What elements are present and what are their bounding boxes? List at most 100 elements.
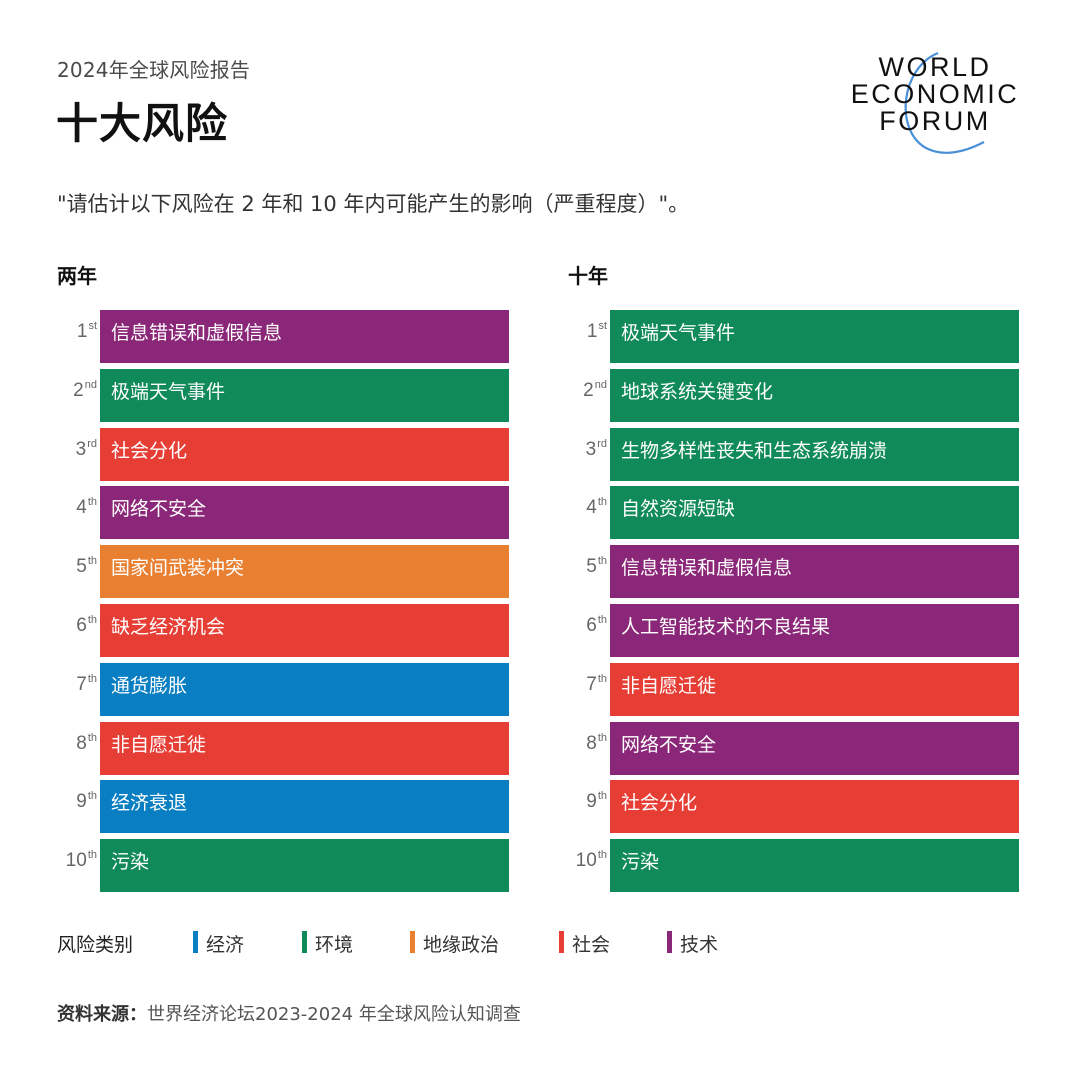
risk-bar: 地球系统关键变化 (610, 368, 1019, 422)
survey-question: "请估计以下风险在 2 年和 10 年内可能产生的影响（严重程度）"。 (57, 192, 690, 216)
risk-label: 国家间武装冲突 (111, 557, 245, 580)
legend-label: 环境 (315, 934, 354, 956)
legend-label: 经济 (206, 934, 245, 956)
rank-value: 7 (76, 673, 87, 695)
risk-bar: 通货膨胀 (100, 662, 509, 716)
rank-value: 1 (76, 321, 88, 342)
rank-value: 6 (586, 615, 597, 636)
rank-suffix: th (597, 731, 607, 744)
rank-value: 8 (76, 732, 87, 754)
column-title-ten-year: 十年 (568, 264, 608, 288)
risk-bar: 生物多样性丧失和生态系统崩溃 (610, 427, 1019, 481)
risk-label: 社会分化 (621, 792, 698, 815)
rank-value: 5 (586, 556, 597, 578)
ranking-row: 6th 缺乏经济机会 (57, 604, 527, 657)
rank-suffix: th (87, 614, 97, 626)
rank-number: 5th (567, 555, 607, 578)
source-note: 资料来源：世界经济论坛2023-2024 年全球风险认知调查 (57, 1000, 521, 1026)
rank-number: 3rd (567, 438, 607, 461)
rank-number: 4th (567, 496, 607, 519)
risk-label: 极端天气事件 (111, 380, 226, 403)
rank-value: 9 (76, 791, 87, 813)
ranking-row: 3rd 生物多样性丧失和生态系统崩溃 (567, 427, 1037, 481)
rank-suffix: th (597, 849, 607, 862)
risk-label: 非自愿迁徙 (621, 674, 717, 697)
rank-number: 7th (57, 673, 97, 696)
rank-number: 7th (567, 673, 607, 696)
ranking-row: 7th 通货膨胀 (57, 662, 527, 716)
risk-label: 自然资源短缺 (621, 498, 736, 521)
risk-bar: 信息错误和虚假信息 (610, 545, 1019, 599)
ranking-row: 6th 人工智能技术的不良结果 (567, 604, 1037, 657)
risk-label: 社会分化 (111, 439, 188, 462)
rank-suffix: th (597, 614, 607, 626)
rank-value: 4 (76, 497, 87, 519)
risk-bar: 信息错误和虚假信息 (100, 310, 509, 363)
rank-number: 9th (57, 790, 97, 813)
risk-bar: 社会分化 (100, 427, 509, 481)
risk-bar: 极端天气事件 (100, 368, 509, 422)
rank-number: 5th (57, 555, 97, 578)
ranking-row: 4th 网络不安全 (57, 486, 527, 540)
rank-suffix: th (87, 731, 97, 744)
risk-bar: 极端天气事件 (610, 310, 1019, 363)
rank-suffix: th (87, 496, 97, 509)
risk-label: 经济衰退 (111, 792, 188, 815)
risk-label: 生物多样性丧失和生态系统崩溃 (621, 439, 888, 462)
rank-suffix: st (88, 320, 97, 332)
rank-number: 2nd (57, 379, 97, 402)
rank-number: 8th (567, 732, 607, 755)
logo-arc-icon (904, 51, 985, 154)
risk-label: 信息错误和虚假信息 (621, 557, 793, 580)
legend-swatch-icon (410, 931, 415, 953)
legend: 风险类别 经济 环境 地缘政治 社会 技术 (57, 928, 1057, 956)
logo-line-3: FORUM (879, 106, 991, 136)
rank-number: 10th (567, 849, 607, 872)
ranking-row: 1st 极端天气事件 (567, 310, 1037, 363)
rank-value: 8 (586, 732, 597, 754)
risk-label: 网络不安全 (111, 498, 207, 521)
ranking-row: 2nd 极端天气事件 (57, 368, 527, 422)
risk-label: 污染 (621, 851, 660, 874)
rank-suffix: st (598, 320, 607, 332)
risk-label: 通货膨胀 (111, 674, 188, 697)
legend-swatch-icon (302, 931, 307, 953)
ranking-row: 9th 经济衰退 (57, 780, 527, 834)
ranking-row: 9th 社会分化 (567, 780, 1037, 834)
risk-bar: 社会分化 (610, 780, 1019, 834)
rank-value: 10 (575, 850, 597, 872)
risk-bar: 经济衰退 (100, 780, 509, 834)
rank-number: 9th (567, 790, 607, 813)
report-subtitle: 2024年全球风险报告 (57, 58, 251, 82)
ranking-row: 10th 污染 (57, 839, 527, 893)
legend-label: 地缘政治 (423, 934, 500, 956)
rank-number: 4th (57, 496, 97, 519)
source-label: 资料来源： (57, 1004, 147, 1025)
ranking-row: 8th 网络不安全 (567, 721, 1037, 775)
rank-suffix: th (87, 790, 97, 803)
risk-label: 污染 (111, 851, 150, 874)
ranking-row: 10th 污染 (567, 839, 1037, 893)
rank-suffix: th (597, 496, 607, 509)
risk-bar: 网络不安全 (610, 721, 1019, 775)
risk-label: 缺乏经济机会 (111, 616, 226, 638)
risk-bar: 非自愿迁徙 (100, 721, 509, 775)
rank-suffix: rd (597, 437, 607, 450)
wef-logo: WORLD ECONOMIC FORUM (846, 50, 1024, 160)
ranking-row: 5th 国家间武装冲突 (57, 545, 527, 599)
page-title: 十大风险 (56, 99, 229, 148)
rank-value: 4 (586, 497, 597, 519)
risk-label: 地球系统关键变化 (621, 380, 774, 403)
rank-number: 2nd (567, 379, 607, 402)
rank-value: 1 (586, 321, 598, 342)
ranking-row: 2nd 地球系统关键变化 (567, 368, 1037, 422)
risk-bar: 自然资源短缺 (610, 486, 1019, 540)
risk-bar: 网络不安全 (100, 486, 509, 540)
rank-suffix: th (87, 672, 97, 685)
rank-suffix: th (597, 672, 607, 685)
risk-bar: 国家间武装冲突 (100, 545, 509, 599)
rank-suffix: th (87, 555, 97, 568)
risk-label: 极端天气事件 (621, 322, 736, 344)
risk-bar: 污染 (100, 839, 509, 893)
rank-suffix: th (597, 555, 607, 568)
